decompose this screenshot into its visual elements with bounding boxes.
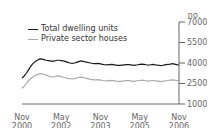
svg-text:Nov2003: Nov2003 bbox=[90, 113, 110, 128]
svg-text:Nov2006: Nov2006 bbox=[169, 113, 189, 128]
svg-text:2500: 2500 bbox=[187, 79, 207, 88]
svg-text:5500: 5500 bbox=[187, 38, 207, 47]
svg-text:May2002: May2002 bbox=[51, 113, 71, 128]
svg-text:Nov2000: Nov2000 bbox=[12, 113, 32, 128]
svg-text:4000: 4000 bbox=[187, 59, 207, 68]
svg-text:no.: no. bbox=[188, 11, 200, 20]
html-text:Private sector houses: Private sector houses bbox=[41, 34, 128, 43]
html-text:Total dwelling units: Total dwelling units bbox=[41, 24, 118, 33]
svg-text:1000: 1000 bbox=[187, 100, 207, 109]
svg-text:May2005: May2005 bbox=[130, 113, 150, 128]
